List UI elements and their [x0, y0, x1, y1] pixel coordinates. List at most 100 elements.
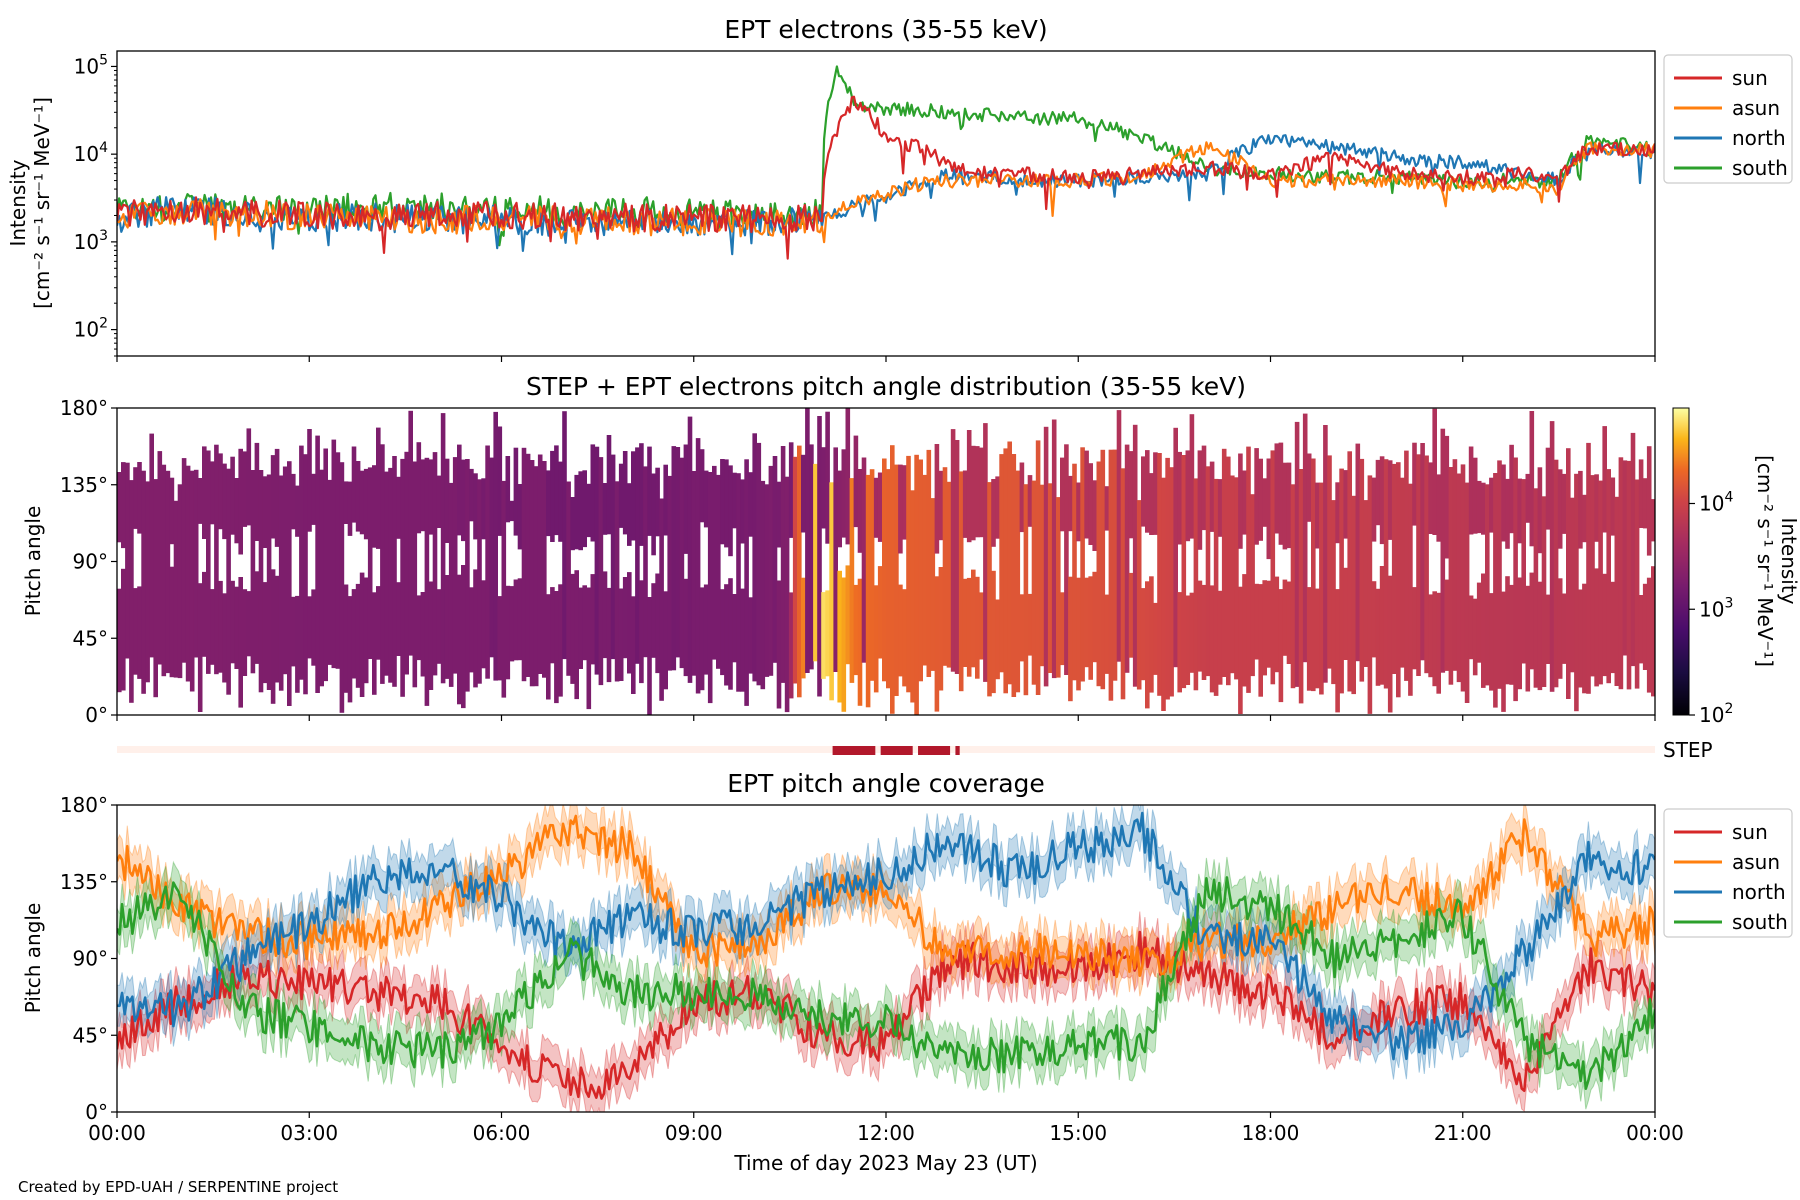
- heatmap-cell: [853, 584, 859, 676]
- heatmap-cell: [347, 596, 353, 703]
- heatmap-cell: [485, 445, 490, 679]
- heatmap-cell: [363, 468, 369, 540]
- heatmap-cell: [744, 459, 749, 706]
- heatmap-cell: [331, 439, 337, 669]
- heatmap-cell: [1557, 578, 1563, 679]
- heatmap-cell: [287, 461, 292, 706]
- heatmap-cell: [578, 587, 583, 669]
- heatmap-cell: [979, 447, 984, 538]
- heatmap-cell: [1311, 458, 1316, 692]
- heatmap-cell: [1468, 595, 1474, 660]
- heatmap-cell: [752, 433, 757, 682]
- heatmap-cell: [1177, 451, 1182, 545]
- heatmap-cell: [975, 446, 980, 538]
- heatmap-cell: [784, 476, 790, 713]
- coverage-y-ticks: 0° 45° 90° 135° 180°: [60, 793, 117, 1124]
- heatmap-cell: [505, 585, 511, 680]
- heatmap-cell: [307, 596, 312, 659]
- heatmap-cell: [1436, 592, 1441, 694]
- heatmap-cell: [987, 482, 992, 697]
- coverage-legend[interactable]: sun asun north south: [1663, 808, 1793, 938]
- heatmap-cell: [1007, 441, 1012, 685]
- heatmap-cell: [1351, 495, 1356, 695]
- heatmap-cell: [914, 454, 919, 715]
- heatmap-cell: [845, 408, 851, 545]
- heatmap-cell: [1468, 446, 1474, 535]
- heatmap-cell: [1525, 585, 1531, 692]
- heatmap-cell: [197, 478, 203, 524]
- heatmap-cell: [647, 446, 652, 536]
- heatmap-cell: [372, 592, 377, 695]
- heatmap-cell: [1566, 448, 1571, 699]
- heatmap-cell: [586, 587, 592, 710]
- heatmap-cell: [497, 596, 503, 681]
- heatmap-cell: [214, 444, 219, 675]
- heatmap-cell: [1537, 581, 1543, 691]
- heatmap-cell: [1270, 450, 1276, 685]
- heatmap-cell: [1302, 413, 1308, 663]
- heatmap-cell: [894, 464, 899, 696]
- heatmap-cell: [659, 498, 664, 701]
- heatmap-cell: [274, 448, 280, 547]
- heatmap-cell: [1476, 582, 1482, 663]
- heatmap-cell: [651, 473, 656, 556]
- heatmap-cell: [707, 472, 713, 704]
- coverage-x-ticks: 00:00 03:00 06:00 09:00 12:00 15:00 18:00 21:00…: [88, 1112, 1684, 1145]
- heatmap-cell: [133, 467, 138, 529]
- heatmap-cell: [1391, 463, 1397, 674]
- heatmap-cell: [1541, 496, 1547, 687]
- heatmap-cell: [582, 585, 587, 661]
- heatmap-cell: [1019, 462, 1025, 533]
- heatmap-cell: [1590, 475, 1595, 677]
- heatmap-cell: [392, 456, 397, 687]
- heatmap-cell: [424, 457, 430, 706]
- heatmap-cell: [1064, 444, 1069, 675]
- heatmap-cell: [1432, 591, 1437, 687]
- heatmap-cell: [246, 428, 252, 526]
- heatmap-cell: [1100, 449, 1106, 690]
- heatmap-cell: [865, 474, 871, 708]
- heatmap-cell: [683, 578, 689, 677]
- heatmap-cell: [1363, 500, 1369, 667]
- y-tick-label: 103: [74, 228, 108, 254]
- heatmap-cell: [1023, 484, 1029, 696]
- coverage-panel: EPT pitch angle coverage Pitch angle 0° 4…: [21, 769, 1793, 1175]
- heatmap-cell: [537, 454, 543, 674]
- heatmap-cell: [218, 453, 223, 530]
- heatmap-cell: [655, 573, 660, 674]
- heatmap-cell: [1262, 580, 1267, 676]
- heatmap-cell: [311, 473, 316, 525]
- heatmap-cell: [760, 480, 766, 690]
- intensity-legend-box: [1663, 54, 1793, 184]
- heatmap-cell: [1116, 410, 1122, 662]
- heatmap-cell: [724, 584, 729, 686]
- heatmap-cell: [1464, 482, 1470, 703]
- heatmap-cell: [1060, 457, 1065, 532]
- heatmap-cell: [1319, 482, 1324, 695]
- heatmap-cell: [1646, 577, 1652, 693]
- heatmap-cell: [250, 470, 256, 674]
- heatmap-cell: [647, 597, 652, 715]
- intensity-x-ticks: [116, 356, 1656, 362]
- heatmap-cell: [1578, 589, 1583, 688]
- intensity-panel-title: EPT electrons (35-55 keV): [724, 15, 1047, 44]
- heatmap-cell: [918, 459, 923, 682]
- heatmap-cell: [372, 465, 377, 548]
- intensity-legend[interactable]: sun asun north south: [1663, 54, 1793, 184]
- credit-text: Created by EPD-UAH / SERPENTINE project: [18, 1178, 338, 1196]
- heatmap-cell: [469, 468, 474, 522]
- heatmap-cell: [1197, 450, 1203, 550]
- heatmap-cell: [1513, 457, 1518, 702]
- heatmap-cell: [210, 461, 215, 525]
- heatmap-cell: [416, 442, 422, 534]
- heatmap-cell: [1294, 421, 1300, 687]
- y-tick-label: 90°: [73, 550, 108, 574]
- heatmap-cell: [230, 580, 235, 664]
- heatmap-cell: [189, 470, 195, 692]
- heatmap-cell: [497, 426, 503, 536]
- heatmap-cell: [1594, 568, 1599, 687]
- heatmap-cell: [420, 592, 426, 677]
- heatmap-cell: [1428, 462, 1433, 534]
- heatmap-cell: [732, 594, 737, 663]
- coverage-series: [117, 811, 1655, 1100]
